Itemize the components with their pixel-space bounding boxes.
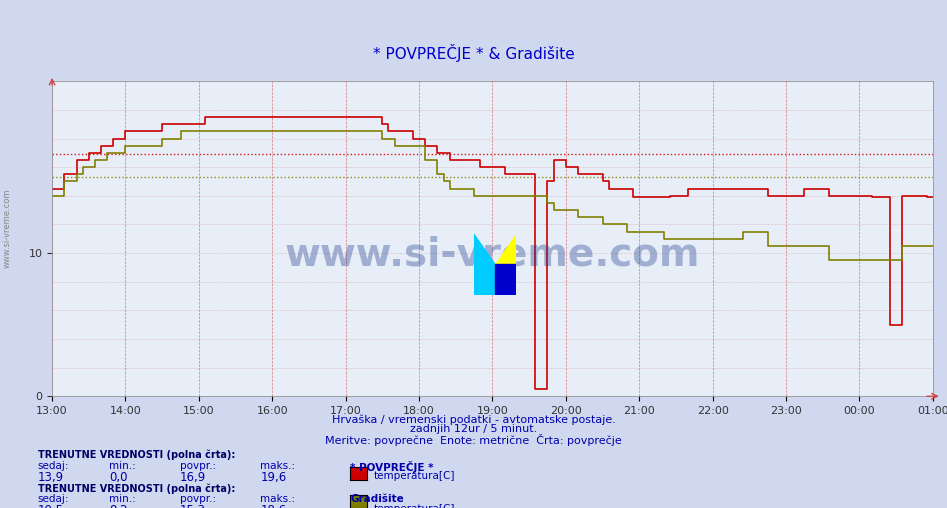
Text: www.si-vreme.com: www.si-vreme.com <box>285 236 700 273</box>
Text: 0,0: 0,0 <box>109 471 128 485</box>
Text: 13,9: 13,9 <box>38 471 64 485</box>
Bar <box>495 264 516 295</box>
Text: TRENUTNE VREDNOSTI (polna črta):: TRENUTNE VREDNOSTI (polna črta): <box>38 450 235 460</box>
Text: TRENUTNE VREDNOSTI (polna črta):: TRENUTNE VREDNOSTI (polna črta): <box>38 484 235 494</box>
Text: sedaj:: sedaj: <box>38 494 69 504</box>
Polygon shape <box>474 234 516 295</box>
Text: min.:: min.: <box>109 461 135 471</box>
Text: Hrvaška / vremenski podatki - avtomatske postaje.: Hrvaška / vremenski podatki - avtomatske… <box>331 414 616 425</box>
Text: www.si-vreme.com: www.si-vreme.com <box>3 189 12 268</box>
Text: zadnjih 12ur / 5 minut.: zadnjih 12ur / 5 minut. <box>410 424 537 434</box>
Text: * POVPREČJE * & Gradišite: * POVPREČJE * & Gradišite <box>372 44 575 62</box>
Text: 8,2: 8,2 <box>109 504 128 508</box>
Text: sedaj:: sedaj: <box>38 461 69 471</box>
Text: temperatura[C]: temperatura[C] <box>374 504 456 508</box>
Text: 18,6: 18,6 <box>260 504 287 508</box>
Text: Meritve: povprečne  Enote: metrične  Črta: povprečje: Meritve: povprečne Enote: metrične Črta:… <box>325 434 622 447</box>
Polygon shape <box>474 234 516 295</box>
Text: povpr.:: povpr.: <box>180 494 216 504</box>
Text: 15,3: 15,3 <box>180 504 205 508</box>
Text: * POVPREČJE *: * POVPREČJE * <box>350 461 434 473</box>
Text: maks.:: maks.: <box>260 461 295 471</box>
Text: temperatura[C]: temperatura[C] <box>374 471 456 482</box>
Text: Gradišite: Gradišite <box>350 494 404 504</box>
Text: maks.:: maks.: <box>260 494 295 504</box>
Text: 10,5: 10,5 <box>38 504 63 508</box>
Text: min.:: min.: <box>109 494 135 504</box>
Text: 19,6: 19,6 <box>260 471 287 485</box>
Text: povpr.:: povpr.: <box>180 461 216 471</box>
Text: 16,9: 16,9 <box>180 471 206 485</box>
